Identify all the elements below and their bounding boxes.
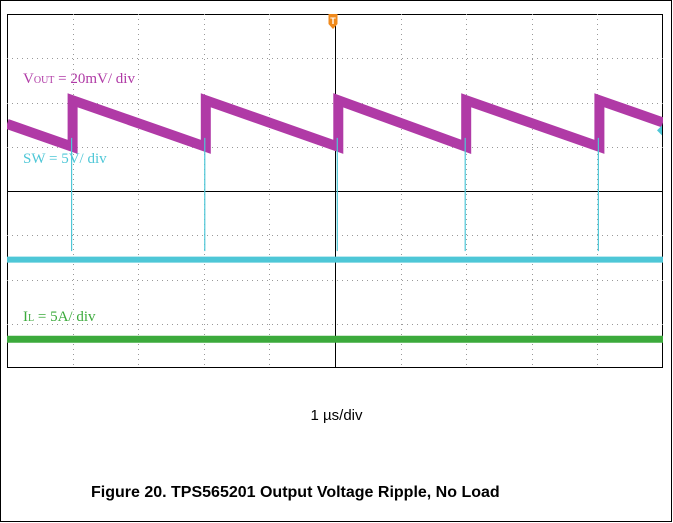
il-scale-label: IL = 5A/ div — [23, 309, 96, 325]
trigger-marker-text: T — [330, 16, 336, 26]
timebase-label: 1 µs/div — [310, 407, 363, 424]
vout-scale-label: VOUT = 20mV/ div — [23, 71, 135, 87]
channel-level-marker-icon — [657, 125, 662, 136]
figure-caption: Figure 20. TPS565201 Output Voltage Ripp… — [91, 484, 500, 501]
vout-trace — [7, 93, 663, 154]
sw-scale-label: SW = 5V/ div — [23, 151, 107, 167]
trigger-marker-shape — [328, 14, 338, 29]
plot-markers: T — [328, 14, 662, 136]
oscilloscope-plot: T — [7, 14, 663, 368]
plot-grid — [7, 14, 663, 368]
plot-traces — [7, 93, 663, 343]
trigger-marker-icon: T — [328, 14, 338, 29]
